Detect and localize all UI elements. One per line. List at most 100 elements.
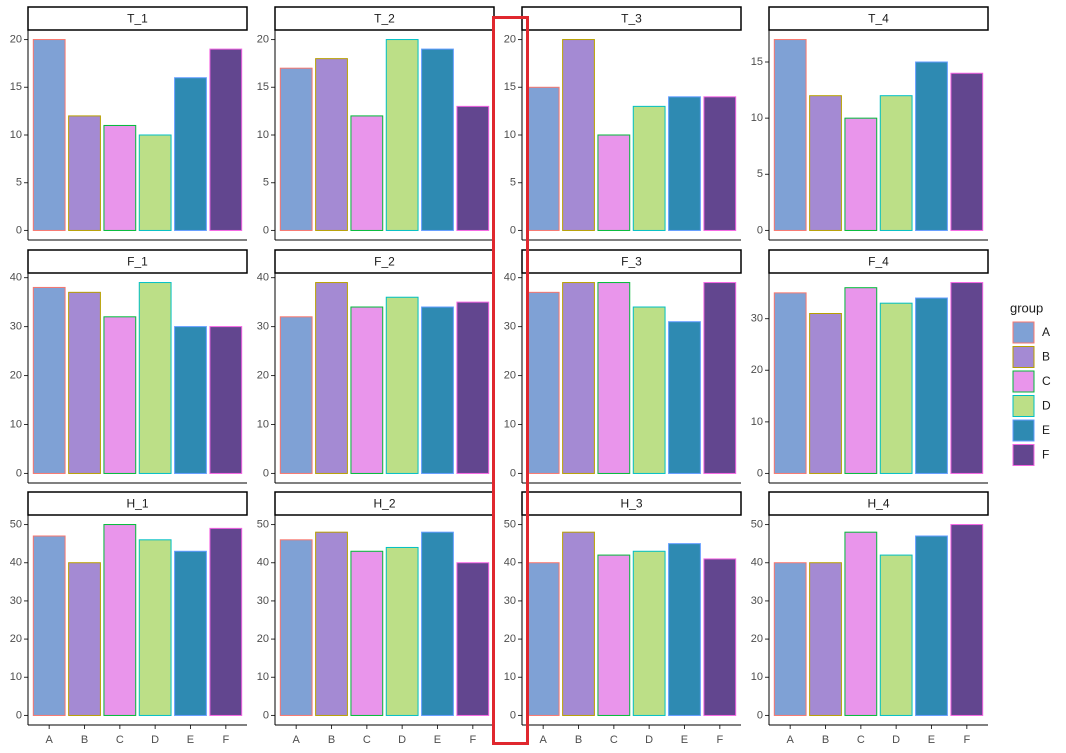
x-tick-label: F [469, 734, 476, 746]
x-tick-label: D [151, 734, 159, 746]
bar [315, 531, 348, 716]
x-tick-label: B [575, 734, 582, 746]
bar [632, 306, 666, 474]
y-tick-label: 20 [504, 33, 516, 45]
y-tick-label: 20 [10, 369, 22, 381]
bar [421, 48, 454, 231]
y-tick-label: 10 [257, 671, 269, 683]
y-tick-label: 0 [16, 224, 22, 236]
y-tick-label: 5 [510, 177, 516, 189]
legend-title: group [1010, 300, 1043, 315]
y-tick-label: 0 [757, 467, 763, 479]
bar [174, 326, 207, 474]
y-tick-label: 40 [751, 557, 763, 569]
y-tick-label: 0 [510, 709, 516, 721]
y-tick-label: 10 [751, 416, 763, 428]
y-tick-label: 0 [263, 467, 269, 479]
x-tick-label: A [787, 734, 795, 746]
bar [68, 562, 101, 716]
y-tick-label: 10 [504, 418, 516, 430]
bar [844, 287, 878, 474]
y-tick-label: 50 [257, 518, 269, 530]
bar [315, 58, 348, 231]
bar [879, 95, 913, 231]
y-tick-label: 10 [504, 671, 516, 683]
bar [138, 539, 172, 716]
y-tick-label: 20 [504, 633, 516, 645]
y-tick-label: 50 [504, 518, 516, 530]
y-tick-label: 0 [263, 224, 269, 236]
y-tick-label: 0 [263, 709, 269, 721]
x-tick-label: A [540, 734, 548, 746]
y-tick-label: 10 [257, 418, 269, 430]
x-tick-label: B [822, 734, 829, 746]
bar [315, 282, 348, 474]
bar [350, 550, 384, 716]
legend-key [1012, 419, 1035, 442]
strip [27, 6, 248, 31]
legend-key [1012, 321, 1035, 344]
y-tick-label: 20 [257, 633, 269, 645]
y-tick-label: 50 [751, 518, 763, 530]
bar [879, 302, 913, 474]
bar [421, 306, 454, 474]
legend-key [1012, 346, 1035, 368]
x-tick-label: C [363, 734, 371, 746]
bar [421, 531, 454, 716]
panel-title: H_3 [620, 497, 642, 511]
highlight-box [492, 16, 529, 745]
bar [773, 292, 807, 474]
bar [103, 316, 137, 474]
legend-label: B [1042, 350, 1050, 364]
y-tick-label: 0 [16, 467, 22, 479]
y-tick-label: 0 [16, 709, 22, 721]
bar [32, 286, 66, 474]
y-tick-label: 5 [263, 177, 269, 189]
bar [597, 554, 631, 716]
bar [385, 39, 419, 231]
strip [768, 249, 989, 274]
bar [632, 550, 666, 716]
panel-title: T_1 [127, 12, 148, 26]
panel-title: T_2 [374, 12, 395, 26]
y-tick-label: 0 [510, 224, 516, 236]
y-tick-label: 0 [510, 467, 516, 479]
panel-title: F_3 [621, 255, 642, 269]
legend-label: D [1042, 399, 1051, 413]
bar [597, 134, 631, 231]
panel-title: F_4 [868, 255, 889, 269]
bar [562, 39, 595, 231]
bar [209, 48, 243, 231]
x-tick-label: D [892, 734, 900, 746]
strip [27, 249, 248, 274]
legend-key [1012, 395, 1035, 417]
bar [597, 282, 631, 474]
bar [209, 527, 243, 716]
bar [632, 105, 666, 231]
bar [562, 282, 595, 474]
x-tick-label: D [645, 734, 653, 746]
bar [879, 554, 913, 716]
y-tick-label: 40 [257, 557, 269, 569]
bar [385, 546, 419, 716]
y-tick-label: 40 [10, 272, 22, 284]
panel-title: T_3 [621, 12, 642, 26]
bar [103, 124, 137, 231]
bar [279, 539, 313, 716]
x-tick-label: E [434, 734, 441, 746]
x-tick-label: C [116, 734, 124, 746]
y-tick-label: 40 [504, 272, 516, 284]
y-tick-label: 20 [751, 364, 763, 376]
bar [138, 282, 172, 474]
y-tick-label: 10 [751, 112, 763, 124]
bar [809, 562, 842, 716]
bar [103, 524, 137, 716]
y-tick-label: 10 [10, 418, 22, 430]
strip [521, 491, 742, 516]
x-tick-label: B [81, 734, 88, 746]
y-tick-label: 15 [751, 56, 763, 68]
y-tick-label: 15 [504, 81, 516, 93]
y-tick-label: 20 [10, 633, 22, 645]
bar [773, 39, 807, 231]
